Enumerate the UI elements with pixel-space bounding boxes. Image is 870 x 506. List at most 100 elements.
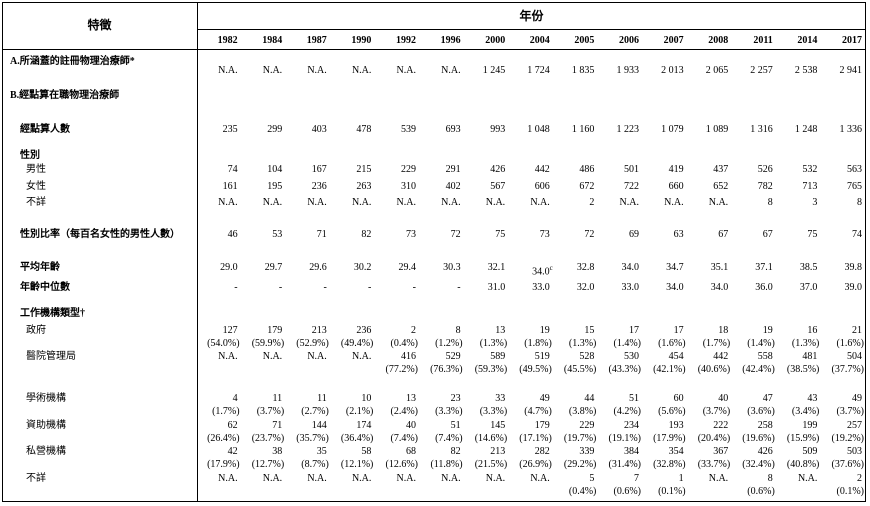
- cell-share: (1.7%): [702, 338, 731, 349]
- cell-value: 11: [272, 393, 283, 404]
- cell-value: 23: [450, 393, 461, 404]
- cell-value: 722: [623, 181, 639, 192]
- cell-value: 68: [405, 446, 416, 457]
- cell-value: 2 065: [705, 65, 729, 76]
- row-label: 性別: [20, 150, 40, 161]
- cell-value: 74: [851, 229, 862, 240]
- year-label: 2005: [574, 35, 595, 46]
- row-label: A.所涵蓋的註冊物理治療師*: [10, 56, 135, 67]
- cell-value: 21: [851, 325, 862, 336]
- cell-value: 5: [589, 473, 595, 484]
- cell-share: (31.4%): [608, 459, 641, 470]
- cell-value: 263: [356, 181, 372, 192]
- cell-share: (2.4%): [390, 406, 418, 417]
- row-label: 學術機構: [26, 393, 66, 404]
- cell-value: 1 245: [482, 65, 506, 76]
- cell-value: 282: [534, 446, 550, 457]
- year-label: 2006: [618, 35, 639, 46]
- year-label: 1990: [351, 35, 372, 46]
- cell-value: 40: [718, 393, 729, 404]
- cell-value: 19: [539, 325, 550, 336]
- cell-value: N.A.: [351, 473, 372, 484]
- year-label: 2008: [708, 35, 729, 46]
- cell-value: 34.0: [621, 262, 639, 273]
- row-label: 工作機構類型†: [20, 308, 85, 319]
- cell-value: 1 248: [794, 124, 818, 135]
- cell-value: 299: [267, 124, 283, 135]
- cell-value: 354: [668, 446, 684, 457]
- cell-share: (38.5%): [786, 364, 820, 375]
- cell-value: 31.0: [487, 282, 506, 293]
- cell-value: 17: [628, 325, 639, 336]
- cell-value: 33.0: [532, 282, 550, 293]
- cell-value: 33: [495, 393, 506, 404]
- cell-value: N.A.: [262, 473, 283, 484]
- row-label: 私營機構: [26, 446, 66, 457]
- cell-value: 43: [807, 393, 818, 404]
- cell-value: 73: [405, 229, 416, 240]
- cell-share: (14.6%): [474, 433, 508, 444]
- year-label: 1987: [306, 35, 327, 46]
- cell-share: (36.4%): [340, 433, 374, 444]
- cell-value: N.A.: [664, 197, 684, 208]
- cell-value: 403: [311, 124, 327, 135]
- cell-value: -: [234, 282, 238, 293]
- cell-value: 8: [856, 197, 862, 208]
- cell-value: 29.4: [398, 262, 416, 273]
- year-label: 2007: [663, 35, 684, 46]
- cell-share: (40.6%): [697, 364, 731, 375]
- cell-value: 481: [802, 351, 818, 362]
- cell-value: 29.7: [264, 262, 283, 273]
- cell-share: (1.3%): [791, 338, 820, 349]
- cell-share: (32.4%): [742, 459, 775, 470]
- cell-value: N.A.: [485, 473, 506, 484]
- cell-share: (1.8%): [524, 338, 552, 349]
- cell-value: 199: [802, 420, 818, 431]
- cell-value: 18: [718, 325, 729, 336]
- cell-value: 416: [400, 351, 416, 362]
- cell-share: (19.2%): [831, 433, 864, 444]
- cell-value: 258: [757, 420, 773, 431]
- cell-value: 67: [762, 229, 773, 240]
- cell-value: N.A.: [307, 197, 327, 208]
- cell-value: 29.6: [309, 262, 327, 273]
- cell-value: 15: [584, 325, 595, 336]
- cell-value: 37.1: [755, 262, 773, 273]
- cell-share: (12.6%): [385, 459, 418, 470]
- cell-value: 2: [856, 473, 862, 484]
- cell-value: N.A.: [396, 473, 416, 484]
- cell-value: 1 048: [527, 124, 550, 135]
- cell-value: 367: [713, 446, 729, 457]
- cell-value: 528: [579, 351, 595, 362]
- cell-value: 75: [807, 229, 818, 240]
- cell-share: (40.8%): [786, 459, 820, 470]
- cell-share: (3.7%): [836, 406, 864, 417]
- cell-value: 1 160: [571, 124, 595, 135]
- cell-value: 10: [361, 393, 372, 404]
- row-label: 政府: [26, 325, 46, 336]
- cell-value: 672: [579, 181, 595, 192]
- cell-value: 29.0: [220, 262, 238, 273]
- cell-share: (0.6%): [747, 486, 775, 497]
- row-label: 男性: [26, 164, 46, 175]
- cell-value: 30.2: [353, 262, 372, 273]
- cell-value: 49: [539, 393, 550, 404]
- cell-value: N.A.: [441, 473, 461, 484]
- cell-value: 34.0: [710, 282, 729, 293]
- cell-value: N.A.: [262, 351, 283, 362]
- row-label: 醫院管理局: [26, 351, 76, 362]
- cell-share: (19.1%): [608, 433, 641, 444]
- cell-value: 35.1: [710, 262, 729, 273]
- row-label: 性別比率（每百名女性的男性人數）: [20, 229, 180, 240]
- cell-value: 2 013: [661, 65, 684, 76]
- cell-value: 44: [584, 393, 595, 404]
- cell-value: 34.7: [666, 262, 684, 273]
- cell-value: 104: [267, 164, 283, 175]
- row-label: 經點算人數: [20, 124, 70, 135]
- cell-share: (29.2%): [563, 459, 597, 470]
- cell-share: (4.7%): [524, 406, 552, 417]
- cell-value: N.A.: [307, 351, 327, 362]
- column-divider: [197, 2, 198, 502]
- cell-share: (0.1%): [658, 486, 686, 497]
- cell-value: 51: [628, 393, 639, 404]
